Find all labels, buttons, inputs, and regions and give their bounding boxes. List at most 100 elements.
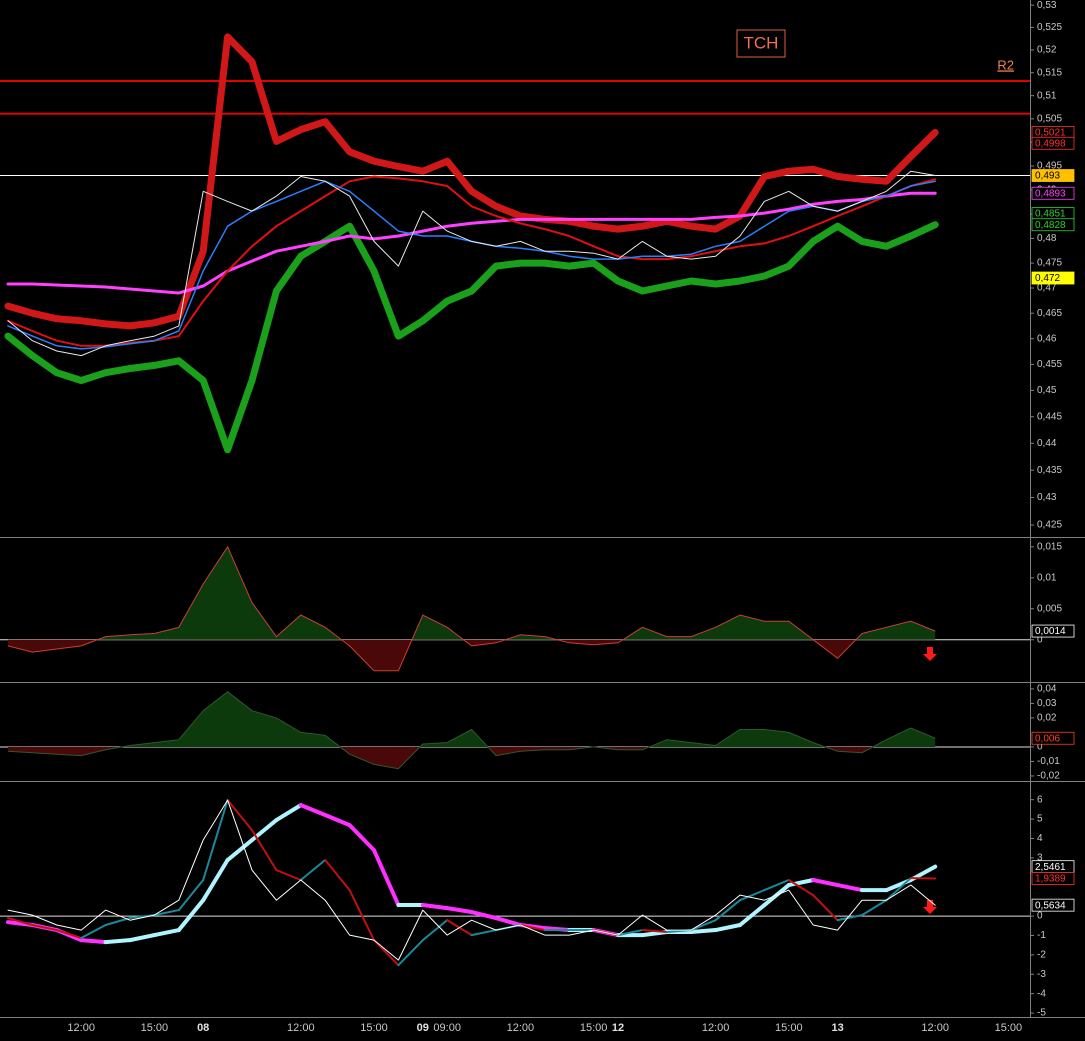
value-marker — [1031, 169, 1075, 182]
line-segment — [298, 803, 328, 818]
x-tick-label: 09:00 — [433, 1022, 461, 1034]
y-tick-label: 3 — [1037, 853, 1043, 864]
line-segment — [103, 938, 132, 945]
series-line — [7, 175, 937, 347]
line-segment — [763, 879, 790, 892]
signal-arrow — [923, 900, 937, 914]
x-tick-label: 12 — [612, 1022, 624, 1034]
line-segment — [739, 889, 766, 902]
line-segment — [177, 879, 205, 912]
series-line — [7, 170, 936, 357]
signal-arrow — [923, 647, 937, 661]
line-segment — [714, 899, 741, 922]
value-marker-label: 0,493 — [1035, 171, 1060, 182]
x-tick-label: 15:00 — [580, 1022, 608, 1034]
line-segment — [202, 799, 229, 882]
line-segment — [373, 939, 400, 967]
y-tick-label: -0,01 — [1037, 756, 1060, 767]
y-tick-label: 0,03 — [1037, 698, 1057, 709]
x-tick-label: 13 — [831, 1022, 843, 1034]
x-tick-label: 15:00 — [141, 1022, 169, 1034]
y-tick-label: 0 — [1037, 634, 1043, 645]
line-segment — [787, 879, 815, 897]
y-tick-label: 0,51 — [1037, 90, 1057, 101]
line-segment — [226, 799, 253, 832]
value-marker-label: 0,4893 — [1035, 188, 1066, 199]
area-outline — [7, 691, 936, 770]
line-segment — [689, 928, 718, 934]
x-tick-label: 12:00 — [507, 1022, 535, 1034]
y-tick-label: 6 — [1037, 794, 1043, 805]
y-tick-label: 0,53 — [1037, 0, 1057, 11]
line-segment — [861, 899, 888, 917]
y-tick-label: 0,455 — [1037, 359, 1062, 370]
x-tick-label: 12:00 — [67, 1022, 95, 1034]
y-tick-label: 0,515 — [1037, 67, 1062, 78]
value-marker-label: 0,5021 — [1035, 128, 1066, 139]
value-marker — [1031, 624, 1075, 638]
y-tick-label: 0,46 — [1037, 333, 1057, 344]
y-tick-label: 0,495 — [1037, 161, 1062, 172]
line-segment — [470, 929, 497, 937]
series-line — [6, 191, 937, 295]
line-segment — [79, 938, 108, 945]
y-tick-label: 0,43 — [1037, 492, 1057, 503]
y-tick-label: 0,425 — [1037, 520, 1062, 531]
x-tick-label: 15:00 — [360, 1022, 388, 1034]
x-tick-label: 12:00 — [702, 1022, 730, 1034]
symbol-label: TCH — [744, 33, 779, 52]
line-segment — [152, 928, 181, 938]
line-segment — [811, 878, 840, 888]
value-marker — [1031, 731, 1075, 745]
line-segment — [713, 923, 742, 933]
value-marker — [1031, 898, 1075, 912]
series-line — [7, 799, 936, 961]
line-segment — [251, 829, 278, 872]
series-line — [4, 33, 939, 330]
y-tick-label: -2 — [1037, 950, 1046, 961]
y-tick-label: 0,435 — [1037, 465, 1062, 476]
line-segment — [469, 910, 498, 921]
area-outline — [7, 545, 936, 672]
value-marker-label: 0,4851 — [1035, 209, 1066, 220]
line-segment — [275, 869, 302, 882]
line-segment — [836, 914, 863, 922]
line-segment — [104, 917, 131, 927]
x-tick-label: 09 — [417, 1022, 429, 1034]
line-segment — [274, 803, 303, 823]
x-tick-label: 12:00 — [921, 1022, 949, 1034]
value-marker-label: 0,006 — [1035, 733, 1060, 744]
y-tick-label: 4 — [1037, 833, 1043, 844]
x-tick-label: 15:00 — [995, 1022, 1023, 1034]
y-tick-label: 0,525 — [1037, 22, 1062, 33]
y-tick-label: 0,47 — [1037, 283, 1057, 294]
y-tick-label: 0,04 — [1037, 684, 1057, 695]
line-segment — [690, 919, 717, 932]
y-tick-label: -3 — [1037, 969, 1046, 980]
y-tick-label: 0 — [1037, 742, 1043, 753]
line-segment — [617, 929, 644, 937]
symbol-box — [736, 29, 786, 58]
line-segment — [55, 929, 83, 940]
x-tick-label: 08 — [197, 1022, 209, 1034]
line-segment — [128, 933, 157, 943]
y-tick-label: 0 — [1037, 911, 1043, 922]
y-tick-label: 5 — [1037, 814, 1043, 825]
line-segment — [445, 906, 474, 915]
line-segment — [812, 894, 839, 922]
value-marker — [1031, 872, 1075, 885]
line-segment — [786, 878, 816, 888]
line-segment — [835, 883, 864, 893]
y-tick-label: 0,475 — [1037, 258, 1062, 269]
x-tick-label: 15:00 — [775, 1022, 803, 1034]
line-segment — [324, 859, 351, 892]
line-segment — [885, 877, 912, 902]
line-segment — [494, 916, 523, 928]
line-segment — [372, 848, 401, 908]
value-marker — [1031, 186, 1075, 200]
value-marker-label: 0,5634 — [1035, 900, 1066, 911]
value-marker-label: 0,472 — [1035, 273, 1060, 284]
y-tick-label: 0,44 — [1037, 438, 1057, 449]
